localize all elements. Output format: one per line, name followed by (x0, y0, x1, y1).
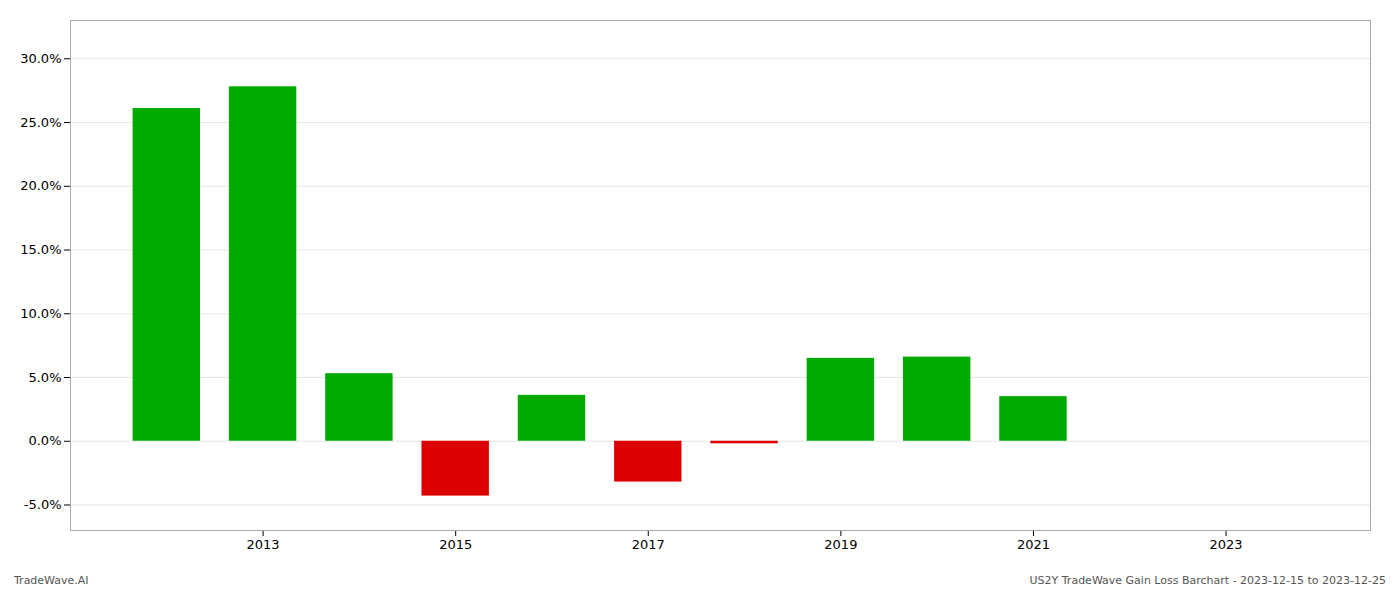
svg-text:2017: 2017 (632, 537, 665, 552)
svg-text:20.0%: 20.0% (20, 178, 61, 193)
svg-text:25.0%: 25.0% (20, 115, 61, 130)
svg-text:30.0%: 30.0% (20, 51, 61, 66)
svg-text:15.0%: 15.0% (20, 242, 61, 257)
svg-text:2019: 2019 (824, 537, 857, 552)
svg-text:2015: 2015 (439, 537, 472, 552)
html-text:TradeWave.AI: TradeWave.AI (14, 574, 89, 587)
svg-text:2013: 2013 (247, 537, 280, 552)
svg-text:0.0%: 0.0% (28, 433, 61, 448)
svg-text:2021: 2021 (1017, 537, 1050, 552)
svg-text:2023: 2023 (1210, 537, 1243, 552)
svg-text:5.0%: 5.0% (28, 370, 61, 385)
svg-text:10.0%: 10.0% (20, 306, 61, 321)
svg-text:-5.0%: -5.0% (24, 497, 62, 512)
html-text:US2Y TradeWave Gain Loss Barch: US2Y TradeWave Gain Loss Barchart - 2023… (1029, 574, 1386, 587)
